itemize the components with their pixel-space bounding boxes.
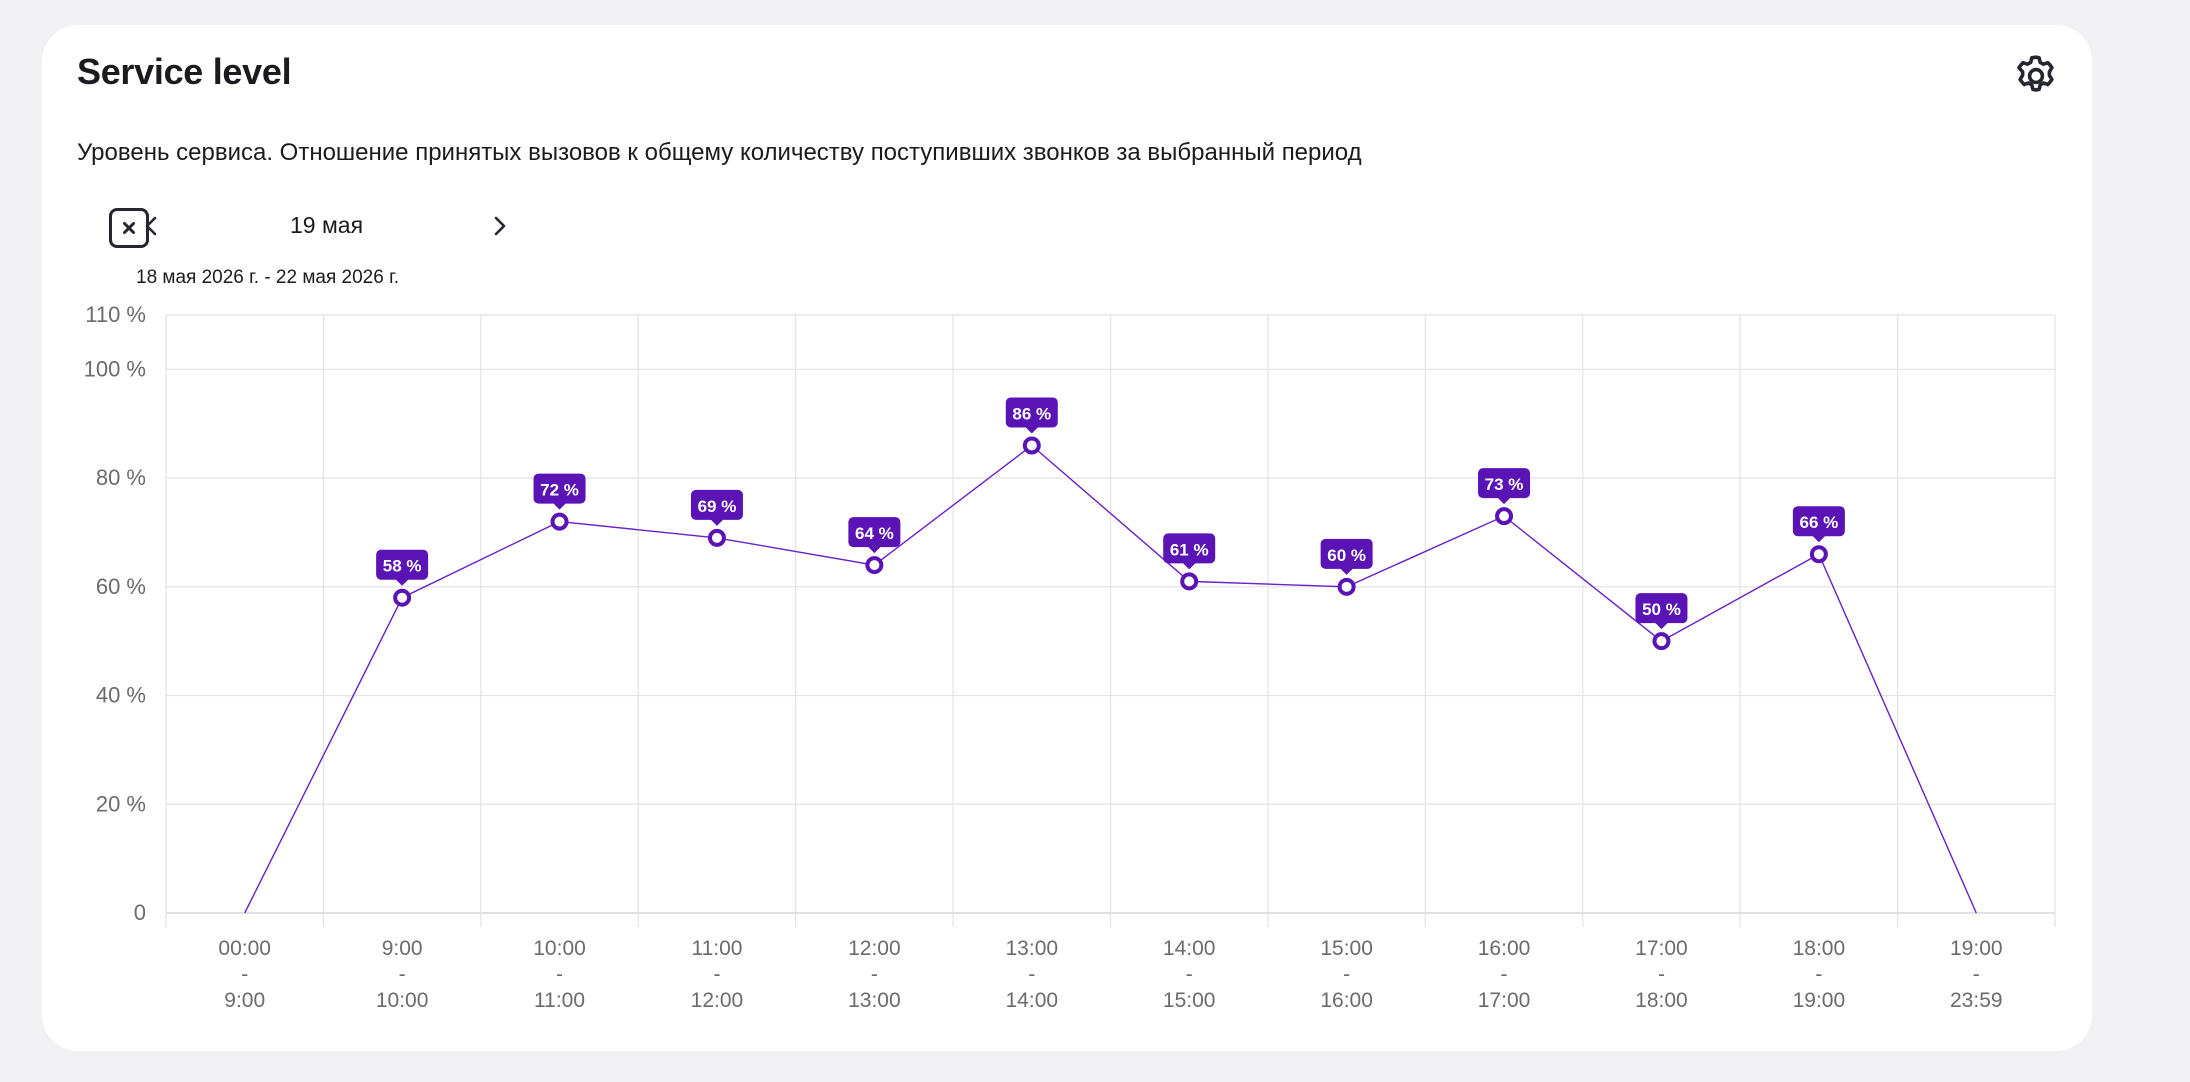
prev-day-button[interactable] [136,211,166,241]
service-level-card: Service level Уровень сервиса. Отношение… [42,25,2092,1051]
date-range: 18 мая 2026 г. - 22 мая 2026 г. [136,267,399,288]
next-day-button[interactable] [485,211,515,241]
chevron-right-icon [494,216,506,236]
current-date: 19 мая [290,212,364,238]
card-title: Service level [77,51,292,92]
close-icon [123,222,135,234]
chevron-left-icon [145,216,157,236]
card-description: Уровень сервиса. Отношение принятых вызо… [77,139,1362,166]
gear-icon[interactable] [2012,52,2060,100]
